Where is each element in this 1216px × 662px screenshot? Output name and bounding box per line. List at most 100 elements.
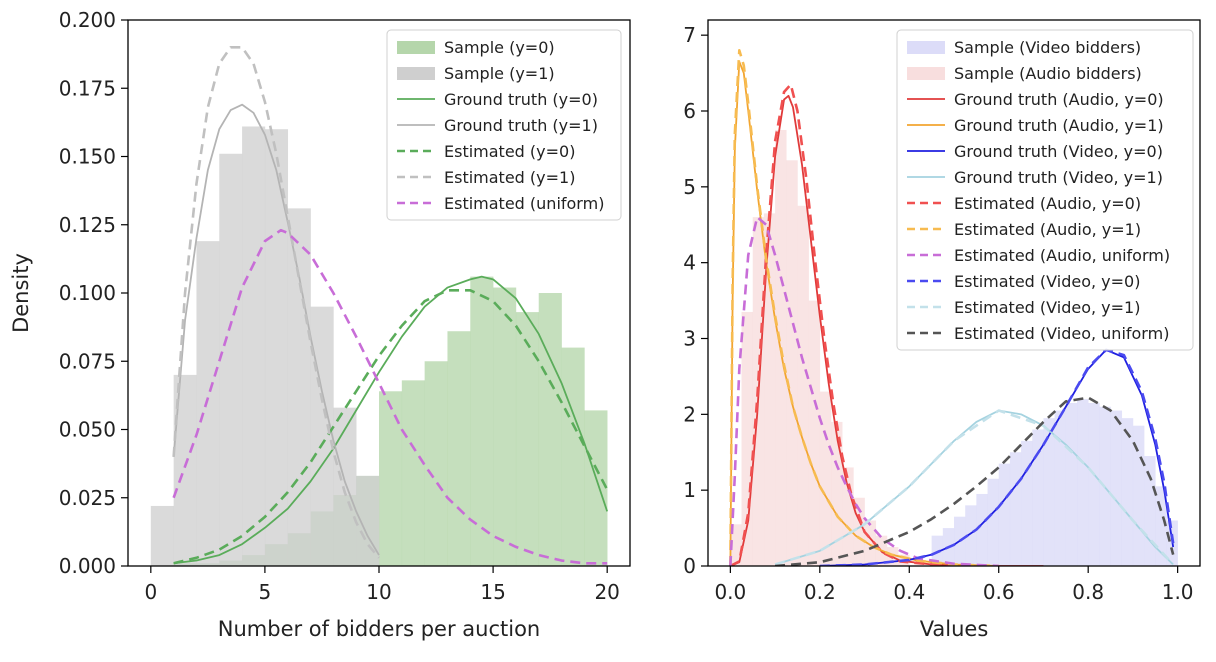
series-line-estimated-audio-y-1: [729, 49, 999, 566]
histogram-bar: [831, 421, 843, 566]
x-axis-title: Values: [920, 617, 989, 641]
legend-label: Estimated (Video, y=1): [954, 298, 1140, 317]
x-tick-label: 0: [144, 580, 157, 604]
histogram-bar: [379, 391, 403, 566]
series-line-estimated-video-y-0: [819, 348, 1175, 566]
histogram-bar: [808, 300, 821, 566]
histogram-bar: [424, 361, 448, 566]
x-tick-label: 10: [366, 580, 391, 604]
histogram-bar: [493, 287, 517, 566]
histogram-bar: [242, 126, 266, 566]
x-tick-label: 0.4: [893, 580, 925, 604]
y-tick-label: 0.150: [59, 145, 116, 169]
histogram-bar: [730, 524, 742, 566]
histogram-bar: [538, 293, 562, 566]
legend-label: Ground truth (Video, y=0): [954, 142, 1163, 161]
histogram-bar: [763, 213, 776, 566]
histogram-bar: [819, 391, 832, 566]
histogram-bar: [987, 478, 1000, 566]
legend-label: Estimated (uniform): [444, 194, 604, 213]
histogram-bar: [1144, 456, 1156, 566]
y-tick-label: 0.125: [59, 213, 116, 237]
x-tick-label: 5: [259, 580, 272, 604]
y-tick-label: 5: [683, 175, 696, 199]
histogram-bar: [515, 312, 540, 566]
x-tick-label: 15: [480, 580, 505, 604]
histogram-bar: [561, 347, 585, 566]
legend-label: Estimated (y=0): [444, 142, 575, 161]
histogram-bar: [1110, 410, 1123, 566]
legend-label: Estimated (Audio, y=0): [954, 194, 1141, 213]
x-tick-label: 1.0: [1162, 580, 1194, 604]
series-line-ground-truth-y-1: [172, 103, 380, 556]
legend-label: Estimated (Audio, y=1): [954, 220, 1141, 239]
histogram-bar: [976, 493, 988, 566]
x-tick-label: 0.0: [714, 580, 746, 604]
histogram-bar: [1088, 402, 1100, 566]
series-line-estimated-uniform: [172, 228, 608, 565]
chart-right: 0.0 0.2 0.4 0.6 0.8 1.0 0 1 2 3 4 5 6 7 Values Sample (…: [683, 19, 1201, 641]
histogram-bar: [287, 208, 311, 566]
histogram-bar: [998, 463, 1011, 566]
series-line-estimated-y-1: [172, 45, 380, 559]
plot-area: [729, 49, 1178, 566]
histogram-bar: [310, 306, 334, 566]
y-tick-label: 2: [683, 402, 696, 426]
plot-area: [150, 45, 609, 566]
legend-box: [896, 29, 1194, 351]
y-tick-label: 0.050: [59, 418, 116, 442]
chart-left: 0 5 10 15 20 0.000 0.025 0.050 0.075 0.100 0.125 0.…: [9, 8, 631, 641]
legend-box: [386, 29, 622, 221]
series-line-ground-truth-y-0: [173, 275, 609, 565]
series-line-estimated-video-y-1: [774, 409, 1175, 566]
legend-label: Ground truth (y=1): [444, 116, 598, 135]
histogram-bar: [219, 153, 243, 566]
histogram-bar: [842, 467, 854, 566]
y-tick-label: 4: [683, 251, 696, 275]
x-tick-label: 0.6: [983, 580, 1015, 604]
histogram-bar: [173, 374, 197, 566]
legend-label: Ground truth (y=0): [444, 90, 598, 109]
histogram-bar: [470, 276, 494, 566]
legend-label: Ground truth (Video, y=1): [954, 168, 1163, 187]
legend-label: Ground truth (Audio, y=0): [954, 90, 1164, 109]
histogram-bar: [786, 160, 798, 566]
legend-label: Ground truth (Audio, y=1): [954, 116, 1164, 135]
histogram-bar: [853, 497, 865, 566]
histogram-bar: [584, 410, 608, 566]
legend-swatch: [907, 41, 945, 54]
histogram-bar: [401, 380, 425, 566]
histogram-bar: [196, 241, 220, 566]
histogram-bar: [1021, 440, 1033, 566]
histogram-bar: [1043, 418, 1055, 566]
legend-label: Sample (Video bidders): [954, 38, 1141, 57]
y-tick-label: 0.000: [59, 554, 116, 578]
x-tick-label: 0.8: [1072, 580, 1104, 604]
histogram-bar: [1132, 425, 1145, 566]
legend-label: Sample (y=1): [444, 64, 555, 83]
y-tick-label: 1: [683, 478, 696, 502]
legend: Sample (Video bidders) Sample (Audio bidd…: [896, 29, 1194, 351]
legend-label: Sample (Audio bidders): [954, 64, 1142, 83]
histogram-bar: [864, 520, 877, 566]
histogram-bar: [150, 505, 174, 566]
y-tick-label: 0.100: [59, 281, 116, 305]
y-tick-label: 0.175: [59, 76, 116, 100]
y-tick-label: 3: [683, 327, 696, 351]
histogram-bar: [1077, 399, 1089, 566]
plot-frame: [707, 19, 1201, 567]
x-tick-label: 20: [594, 580, 619, 604]
series-line-estimated-audio-uniform: [729, 215, 999, 566]
legend-label: Estimated (Video, uniform): [954, 324, 1169, 343]
histogram-bar: [447, 331, 471, 566]
y-tick-label: 0.200: [59, 8, 116, 32]
legend-swatch: [397, 67, 435, 80]
y-axis-title: Density: [9, 253, 33, 333]
y-tick-label: 0: [683, 554, 696, 578]
x-axis-title: Number of bidders per auction: [218, 617, 540, 641]
histogram-bar: [797, 205, 809, 566]
histogram-bar: [1155, 486, 1167, 566]
histogram-bar: [1009, 452, 1022, 566]
legend-label: Estimated (Audio, uniform): [954, 246, 1170, 265]
